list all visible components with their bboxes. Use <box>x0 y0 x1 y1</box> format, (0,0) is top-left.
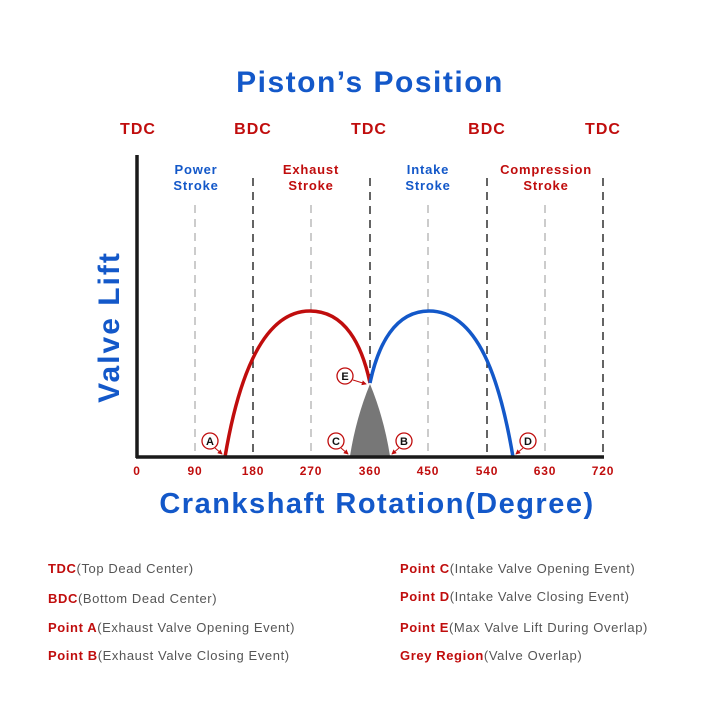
dc-label-bdc-180: BDC <box>234 121 272 138</box>
legend-item-point-e: Point E(Max Valve Lift During Overlap) <box>400 620 648 635</box>
point-b-label: B <box>400 436 408 448</box>
legend-key: Point E <box>400 620 449 635</box>
legend-key: Point A <box>48 620 98 635</box>
x-tick-0: 0 <box>133 464 141 478</box>
legend-key: Point C <box>400 561 450 576</box>
x-tick-450: 450 <box>416 464 440 478</box>
dc-label-tdc-360: TDC <box>351 121 387 138</box>
stroke-line1: Intake <box>406 162 450 177</box>
legend-desc: (Exhaust Valve Closing Event) <box>97 648 290 663</box>
x-tick-360: 360 <box>358 464 382 478</box>
legend-item-bdc: BDC(Bottom Dead Center) <box>48 591 217 606</box>
x-tick-720: 720 <box>591 464 615 478</box>
dc-label-bdc-540: BDC <box>468 121 506 138</box>
stroke-line1: Power <box>174 162 218 177</box>
dc-label-tdc-0: TDC <box>120 121 156 138</box>
legend-desc: (Valve Overlap) <box>483 648 583 663</box>
legend-key: Point B <box>48 648 98 663</box>
legend-desc: (Top Dead Center) <box>76 561 194 576</box>
x-tick-180: 180 <box>241 464 265 478</box>
legend-item-point-b: Point B(Exhaust Valve Closing Event) <box>48 648 290 663</box>
legend-item-point-c: Point C(Intake Valve Opening Event) <box>400 561 635 576</box>
point-d-marker: D <box>515 432 537 455</box>
point-c-marker: C <box>327 432 349 455</box>
x-tick-540: 540 <box>475 464 499 478</box>
stroke-label-exhaust: Exhaust Stroke <box>283 162 339 194</box>
valve-overlap-region <box>350 384 390 456</box>
point-a-marker: A <box>201 432 223 455</box>
stroke-line2: Stroke <box>173 178 219 193</box>
x-tick-630: 630 <box>533 464 557 478</box>
legend-desc: (Intake Valve Closing Event) <box>449 589 630 604</box>
point-a-label: A <box>206 436 214 448</box>
point-markers: A C B D E <box>201 367 537 455</box>
legend-key: Point D <box>400 589 450 604</box>
stroke-line1: Exhaust <box>282 162 340 177</box>
point-c-label: C <box>332 436 340 448</box>
diagram-title: Piston’s Position <box>236 66 504 99</box>
legend-key: Grey Region <box>400 648 484 663</box>
stroke-line1: Compression <box>500 162 592 177</box>
legend-desc: (Max Valve Lift During Overlap) <box>448 620 648 635</box>
legend-item-point-d: Point D(Intake Valve Closing Event) <box>400 589 630 604</box>
point-b-marker: B <box>391 432 413 455</box>
stroke-line2: Stroke <box>523 178 569 193</box>
legend-desc: (Bottom Dead Center) <box>77 591 218 606</box>
x-tick-270: 270 <box>299 464 323 478</box>
x-tick-90: 90 <box>187 464 203 478</box>
legend-desc: (Intake Valve Opening Event) <box>449 561 636 576</box>
intake-valve-curve <box>368 309 515 458</box>
legend-key: BDC <box>48 591 78 606</box>
dc-label-tdc-720: TDC <box>585 121 621 138</box>
stroke-label-compression: Compression Stroke <box>500 162 592 194</box>
point-d-label: D <box>524 436 532 448</box>
point-e-label: E <box>341 371 348 383</box>
legend-item-grey-region: Grey Region(Valve Overlap) <box>400 648 582 663</box>
x-axis-label: Crankshaft Rotation(Degree) <box>159 488 595 520</box>
stroke-label-intake: Intake Stroke <box>405 162 450 194</box>
legend-key: TDC <box>48 561 77 576</box>
stroke-line2: Stroke <box>405 178 451 193</box>
stroke-label-power: Power Stroke <box>173 162 218 194</box>
legend-desc: (Exhaust Valve Opening Event) <box>97 620 296 635</box>
legend-item-tdc: TDC(Top Dead Center) <box>48 561 194 576</box>
stroke-line2: Stroke <box>288 178 334 193</box>
point-e-marker: E <box>336 367 367 386</box>
exhaust-valve-curve <box>223 309 372 458</box>
legend-item-point-a: Point A(Exhaust Valve Opening Event) <box>48 620 295 635</box>
